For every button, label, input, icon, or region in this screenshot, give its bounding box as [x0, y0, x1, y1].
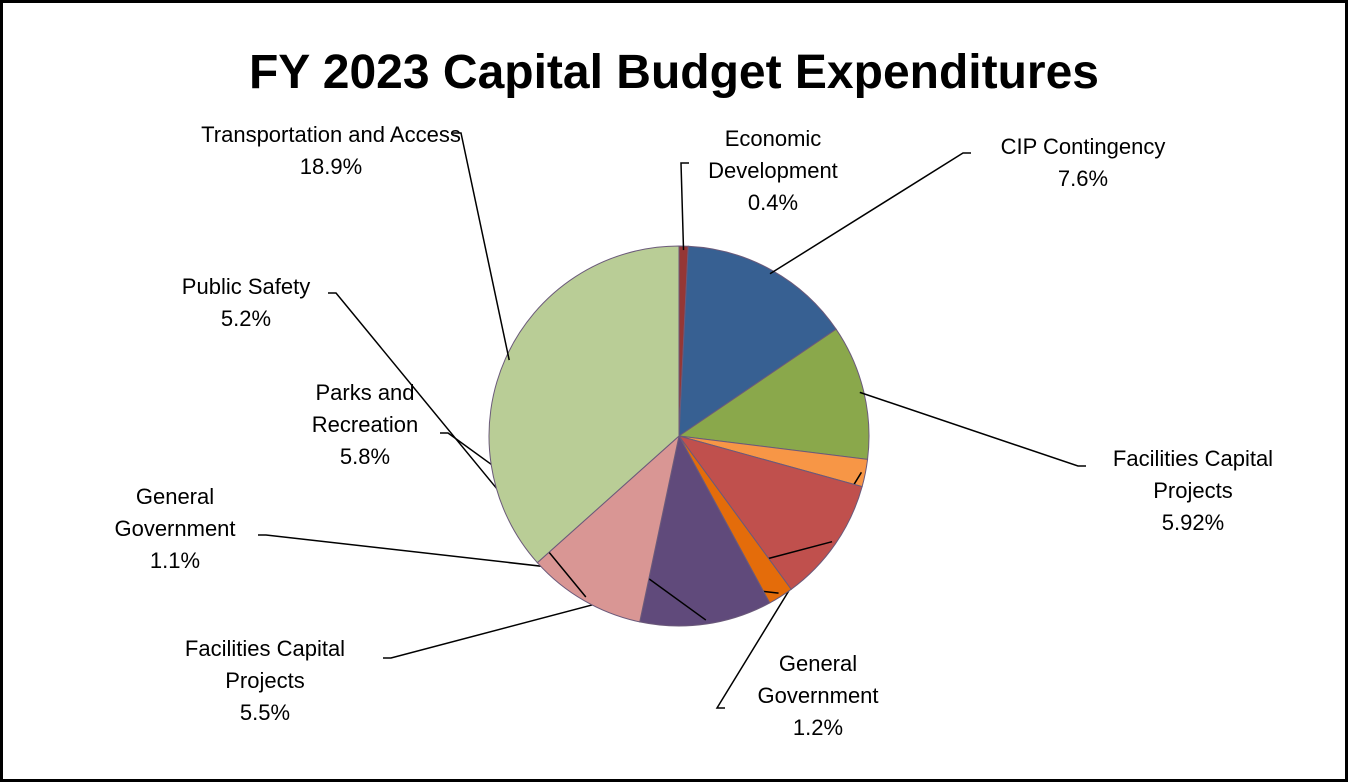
slice-label: CIP Contingency 7.6%	[963, 131, 1203, 195]
slice-name: General Government	[757, 651, 879, 708]
leader-line	[859, 391, 1086, 467]
slice-value: 7.6%	[1057, 166, 1109, 191]
slice-label: Parks and Recreation 5.8%	[285, 377, 445, 473]
leader-line	[453, 132, 510, 361]
pie-slice	[677, 435, 863, 591]
slice-value: 1.1%	[149, 548, 201, 573]
plot	[258, 132, 1086, 709]
slice-name: CIP Contingency	[1000, 134, 1166, 159]
slice-value: 5.5%	[239, 700, 291, 725]
slice-label: General Government 1.1%	[95, 481, 255, 577]
slice-name: Public Safety	[181, 274, 311, 299]
leader-line	[769, 152, 971, 275]
pie-slice	[678, 245, 837, 437]
chart-title: FY 2023 Capital Budget Expenditures	[248, 46, 1099, 99]
pie-slice	[488, 245, 680, 564]
leader-line	[680, 162, 689, 251]
slice-name: General Government	[114, 484, 236, 541]
slice-label: Facilities Capital Projects 5.5%	[155, 633, 375, 729]
pie-slice	[639, 434, 771, 627]
slice-value: 18.9%	[299, 154, 363, 179]
slice-label: Facilities Capital Projects 5.92%	[1083, 443, 1303, 539]
pie-slice	[677, 328, 870, 460]
slice-label: General Government 1.2%	[738, 648, 898, 744]
slice-label: Public Safety 5.2%	[146, 271, 346, 335]
slice-label: Economic Development 0.4%	[683, 123, 863, 219]
slice-name: Economic Development	[708, 126, 838, 183]
slice-value: 5.2%	[220, 306, 272, 331]
slice-name: Facilities Capital Projects	[1112, 446, 1274, 503]
slice-name: Transportation and Access	[201, 122, 461, 147]
slice-value: 1.2%	[792, 715, 844, 740]
slice-name: Facilities Capital Projects	[184, 636, 346, 693]
slice-name: Parks and Recreation	[311, 380, 419, 437]
slice-value: 0.4%	[747, 190, 799, 215]
slice-label: Transportation and Access 18.9%	[201, 119, 461, 183]
slice-value: 5.8%	[339, 444, 391, 469]
slice-value: 5.92%	[1161, 510, 1225, 535]
pie-slice	[536, 434, 680, 623]
